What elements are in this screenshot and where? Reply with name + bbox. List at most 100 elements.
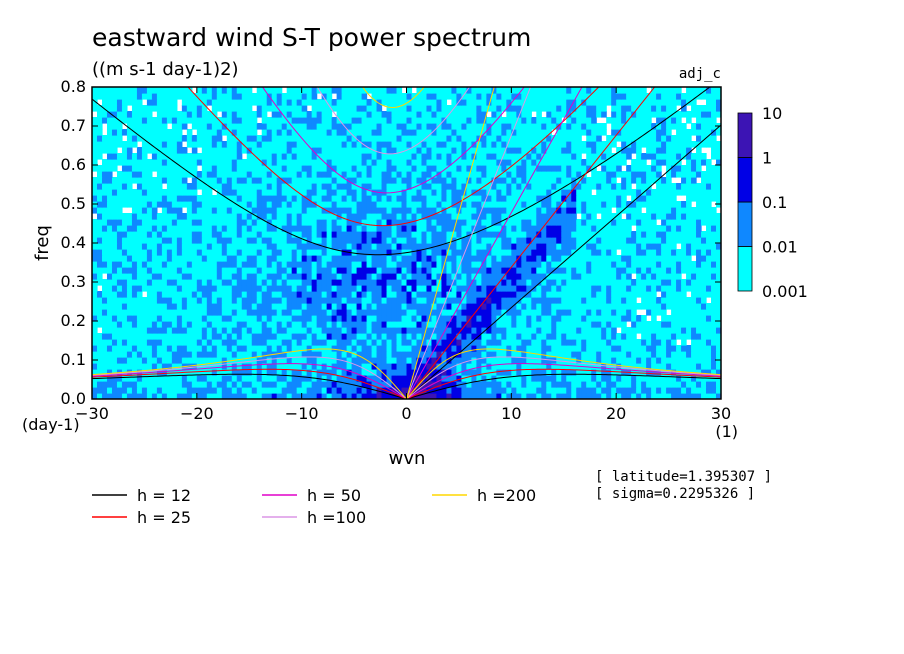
heatmap-cell	[106, 243, 113, 250]
heatmap-cell	[181, 267, 188, 274]
heatmap-cell	[451, 345, 458, 352]
heatmap-cell	[691, 165, 697, 172]
heatmap-cell	[371, 369, 378, 376]
heatmap-cell	[606, 369, 612, 376]
heatmap-cell	[601, 279, 607, 286]
heatmap-cell	[221, 327, 228, 334]
heatmap-cell	[711, 231, 717, 238]
heatmap-cell	[246, 267, 253, 274]
heatmap-cell	[371, 267, 378, 274]
heatmap-cell	[126, 267, 133, 274]
heatmap-cell	[601, 183, 607, 190]
heatmap-cell	[491, 159, 497, 166]
heatmap-cell	[291, 207, 298, 214]
heatmap-cell	[606, 327, 612, 334]
heatmap-cell	[701, 243, 707, 250]
heatmap-cell	[346, 315, 353, 322]
heatmap-cell	[166, 333, 173, 340]
heatmap-cell	[646, 351, 652, 358]
heatmap-cell	[211, 213, 218, 220]
heatmap-cell	[451, 285, 458, 292]
heatmap-cell	[576, 387, 582, 394]
heatmap-cell	[306, 387, 313, 394]
heatmap-cell	[201, 261, 208, 268]
heatmap-cell	[456, 315, 463, 322]
heatmap-cell	[551, 381, 557, 388]
heatmap-cell	[626, 393, 632, 399]
heatmap-cell	[191, 279, 198, 286]
heatmap-cell	[561, 387, 567, 394]
heatmap-cell	[116, 231, 123, 238]
heatmap-cell	[351, 393, 358, 399]
heatmap-cell	[606, 351, 612, 358]
heatmap-cell	[716, 309, 721, 316]
heatmap-cell	[621, 177, 627, 184]
heatmap-cell	[701, 219, 707, 226]
heatmap-cell	[211, 243, 218, 250]
heatmap-cell	[576, 393, 582, 399]
heatmap-cell	[511, 207, 517, 214]
heatmap-cell	[416, 219, 423, 226]
heatmap-cell	[506, 357, 512, 364]
heatmap-cell	[101, 357, 108, 364]
heatmap-cell	[641, 255, 647, 262]
heatmap-cell	[346, 183, 353, 190]
heatmap-cell	[131, 285, 138, 292]
heatmap-cell	[436, 267, 443, 274]
heatmap-cell	[96, 171, 103, 178]
heatmap-cell	[436, 183, 443, 190]
heatmap-cell	[236, 219, 243, 226]
heatmap-cell	[376, 315, 383, 322]
heatmap-cell	[286, 333, 293, 340]
heatmap-cell	[116, 363, 123, 370]
heatmap-cell	[301, 285, 308, 292]
heatmap-cell	[471, 321, 477, 328]
heatmap-cell	[376, 219, 383, 226]
heatmap-cell	[331, 261, 338, 268]
heatmap-cell	[386, 339, 393, 346]
heatmap-cell	[311, 327, 318, 334]
heatmap-cell	[506, 303, 512, 310]
heatmap-cell	[181, 171, 188, 178]
heatmap-cell	[321, 267, 328, 274]
heatmap-cell	[591, 297, 597, 304]
heatmap-cell	[431, 357, 438, 364]
heatmap-cell	[546, 219, 552, 226]
heatmap-cell	[231, 351, 238, 358]
heatmap-cell	[506, 273, 512, 280]
heatmap-cell	[676, 267, 682, 274]
heatmap-cell	[386, 165, 393, 172]
heatmap-cell	[121, 243, 128, 250]
heatmap-cell	[716, 243, 721, 250]
heatmap-cell	[661, 291, 667, 298]
heatmap-cell	[116, 321, 123, 328]
heatmap-cell	[306, 297, 313, 304]
heatmap-cell	[186, 165, 193, 172]
heatmap-cell	[166, 339, 173, 346]
heatmap-cell	[161, 315, 168, 322]
heatmap-cell	[396, 195, 403, 202]
heatmap-cell	[101, 285, 108, 292]
heatmap-cell	[581, 225, 587, 232]
heatmap-cell	[566, 357, 572, 364]
heatmap-cell	[511, 327, 517, 334]
heatmap-cell	[696, 321, 702, 328]
heatmap-cell	[541, 285, 547, 292]
heatmap-cell	[401, 207, 408, 214]
heatmap-cell	[121, 171, 128, 178]
heatmap-cell	[611, 375, 617, 382]
heatmap-cell	[236, 177, 243, 184]
heatmap-cell	[611, 387, 617, 394]
heatmap-cell	[391, 369, 398, 376]
heatmap-cell	[341, 183, 348, 190]
heatmap-cell	[241, 177, 248, 184]
heatmap-cell	[616, 231, 622, 238]
heatmap-cell	[716, 339, 721, 346]
heatmap-cell	[286, 159, 293, 166]
heatmap-cell	[116, 393, 123, 399]
heatmap-cell	[271, 213, 278, 220]
heatmap-cell	[316, 381, 323, 388]
heatmap-cell	[611, 219, 617, 226]
heatmap-cell	[431, 255, 438, 262]
heatmap-cell	[256, 303, 263, 310]
